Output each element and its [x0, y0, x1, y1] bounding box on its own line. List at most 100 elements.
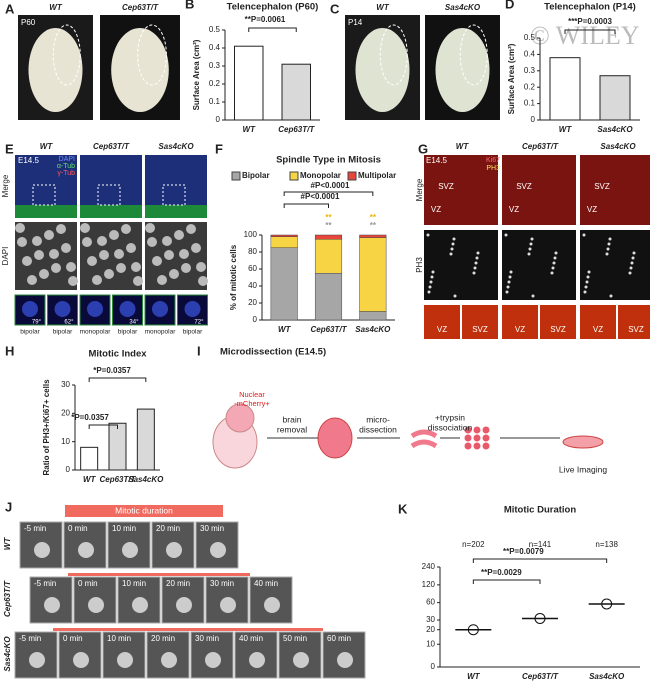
panel-letter: E — [5, 141, 14, 156]
nucleus — [82, 237, 92, 247]
annotation: *P=0.0357 — [71, 413, 109, 422]
step-label: brain — [283, 414, 302, 424]
n-label: n=141 — [529, 540, 552, 549]
zone-label: VZ — [515, 325, 525, 334]
cell — [264, 597, 280, 613]
image — [424, 230, 498, 300]
nucleus — [15, 223, 25, 233]
cell — [29, 652, 45, 668]
ph3-cell — [429, 280, 433, 284]
nucleus — [109, 230, 119, 240]
zone-label: SVZ — [628, 325, 644, 334]
ph3-cell — [509, 270, 513, 274]
x-tick-label: Sas4cKO — [128, 475, 164, 484]
cell — [176, 597, 192, 613]
cell — [464, 442, 472, 450]
time-label: 20 min — [151, 634, 175, 643]
y-tick-label: 0.1 — [209, 97, 221, 106]
ph3-cell — [506, 285, 510, 289]
row-label: Merge — [1, 174, 10, 197]
angle-label: 34° — [129, 320, 139, 326]
nucleus — [97, 236, 107, 246]
duration-bar — [68, 573, 250, 576]
frame — [63, 521, 107, 569]
step-label: micro- — [366, 414, 390, 424]
image — [15, 205, 77, 218]
bar-segment — [359, 311, 387, 321]
cell — [473, 434, 481, 442]
bar — [549, 57, 581, 121]
cell — [482, 442, 490, 450]
time-label: 0 min — [78, 579, 98, 588]
nucleus — [179, 249, 189, 259]
ph3-cell — [586, 275, 590, 279]
nucleus — [66, 262, 76, 272]
nucleus — [49, 249, 59, 259]
stain-label: Ki67 — [486, 157, 500, 164]
time-label: 20 min — [166, 579, 190, 588]
bar-segment — [314, 239, 343, 274]
nucleus — [126, 243, 136, 253]
panel-letter: K — [398, 501, 408, 516]
nucleus — [34, 250, 44, 260]
ph3-cell — [449, 252, 453, 256]
inset-box — [32, 184, 56, 206]
nucleus — [184, 301, 201, 317]
median-dot — [467, 624, 479, 636]
panel-letter: F — [215, 141, 223, 156]
panel-letter: B — [185, 0, 194, 11]
reporter-label: Nuclear — [239, 390, 265, 399]
cell — [78, 542, 94, 558]
nucleus — [44, 230, 54, 240]
image — [580, 305, 616, 339]
nucleus — [116, 263, 126, 273]
panel-letter: C — [330, 1, 340, 16]
nucleus — [27, 275, 37, 285]
bar-segment — [314, 234, 343, 240]
y-tick-label: 40 — [248, 281, 257, 290]
step-label: dissociation — [428, 422, 473, 432]
image — [580, 230, 650, 300]
y-tick-label: 20 — [426, 625, 435, 634]
ph3-cell — [530, 237, 534, 241]
nucleus — [99, 250, 109, 260]
nucleus — [92, 275, 102, 285]
bracket — [283, 203, 329, 208]
time-label: 10 min — [122, 579, 146, 588]
y-tick-label: 0.5 — [524, 33, 536, 42]
time-label: 40 min — [254, 579, 278, 588]
row-label: WT — [3, 537, 12, 551]
nucleus — [61, 243, 71, 253]
cell — [205, 652, 221, 668]
legend-label: Monopolar — [300, 171, 341, 180]
stain-label: DAPI — [59, 156, 75, 163]
reporter-label: -mCherry+ — [234, 399, 270, 408]
ph3-cell — [629, 266, 633, 270]
stage-label: E14.5 — [18, 156, 39, 165]
image — [80, 205, 142, 218]
ph3-cell — [605, 252, 609, 256]
angle-label: 72° — [194, 320, 204, 326]
ph3-cell — [505, 290, 509, 294]
angle-label: 62° — [64, 320, 74, 326]
inset-box — [97, 184, 121, 206]
y-tick-label: 60 — [248, 264, 257, 273]
nucleus — [87, 301, 103, 317]
annotation: ** — [325, 213, 332, 222]
bar — [80, 446, 99, 471]
chart-title: Telencephalon (P14) — [544, 2, 636, 13]
time-label: -5 min — [24, 524, 46, 533]
cell — [166, 542, 182, 558]
panel-letter: J — [5, 499, 12, 514]
ph3-cell — [630, 261, 634, 265]
median-dot — [534, 612, 546, 624]
column-label: Cep63T/T — [522, 142, 559, 151]
time-label: -5 min — [19, 634, 41, 643]
time-label: 0 min — [63, 634, 83, 643]
inset — [112, 294, 143, 326]
x-tick-label: Cep63T/T — [310, 325, 347, 334]
ph3-cell — [632, 251, 636, 255]
cell — [161, 652, 177, 668]
stain-label: PH3 — [486, 165, 500, 172]
